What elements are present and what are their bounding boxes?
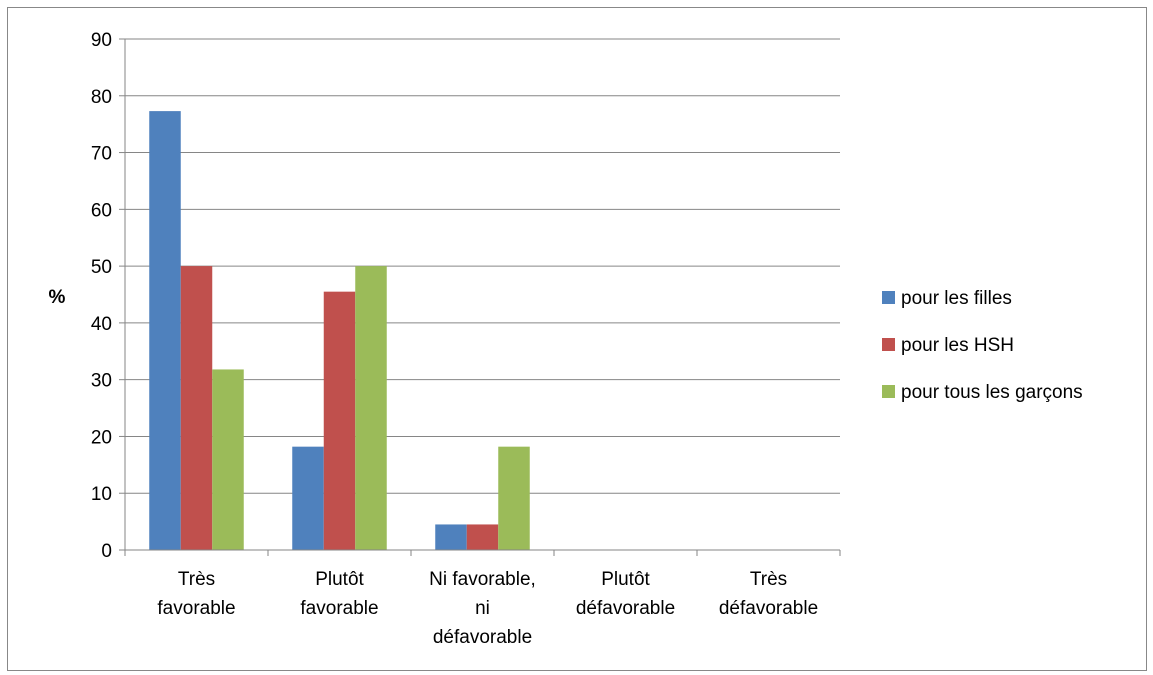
x-category-labels: Très favorable Plutôt favorable Ni favorable…	[157, 569, 818, 648]
x-category-label-line: défavorable	[719, 598, 818, 619]
y-tick-label: 50	[91, 257, 112, 278]
x-category-label: Très défavorable	[719, 569, 818, 619]
bar	[498, 446, 530, 550]
bar	[180, 266, 213, 550]
legend-label: pour tous les garçons	[901, 382, 1083, 403]
y-tick-label: 80	[91, 87, 112, 108]
bar	[355, 266, 387, 550]
x-category-label-line: défavorable	[576, 598, 675, 619]
x-category-label-line: Très	[750, 569, 787, 590]
y-tick-label: 20	[91, 427, 112, 448]
x-category-label-line: Plutôt	[315, 569, 364, 590]
bars	[149, 111, 530, 550]
bar	[292, 446, 324, 550]
y-tick-label: 30	[91, 371, 112, 392]
x-category-label-line: Plutôt	[601, 569, 650, 590]
x-category-label: Très favorable	[157, 569, 235, 619]
y-tick-label: 0	[101, 541, 112, 562]
legend-swatch	[882, 291, 895, 304]
gridlines	[119, 38, 840, 551]
bar	[212, 369, 244, 550]
y-tick-label: 40	[91, 314, 112, 335]
bar	[466, 524, 499, 550]
y-tick-label: 10	[91, 484, 112, 505]
axes	[124, 39, 841, 556]
x-category-label: Plutôt défavorable	[576, 569, 675, 619]
x-category-label-line: défavorable	[433, 627, 532, 648]
x-category-label-line: ni	[475, 598, 490, 619]
y-axis-label: %	[49, 287, 66, 308]
y-tick-label: 90	[91, 30, 112, 51]
x-category-label-line: favorable	[157, 598, 235, 619]
y-tick-labels: 0 10 20 30 40 50 60 70 80 90	[91, 30, 112, 562]
legend-swatch	[882, 385, 895, 398]
legend-label: pour les filles	[901, 288, 1012, 309]
bar	[149, 111, 181, 550]
legend-swatch	[882, 338, 895, 351]
x-category-label: Ni favorable, ni défavorable	[429, 569, 536, 648]
x-category-label-line: Ni favorable,	[429, 569, 536, 590]
bar	[323, 291, 356, 550]
x-category-label-line: favorable	[300, 598, 378, 619]
y-tick-label: 60	[91, 200, 112, 221]
y-tick-label: 70	[91, 144, 112, 165]
x-category-label: Plutôt favorable	[300, 569, 378, 619]
bar	[435, 524, 467, 550]
legend: pour les filles pour les HSH pour tous les…	[882, 288, 1083, 403]
x-category-label-line: Très	[178, 569, 215, 590]
legend-label: pour les HSH	[901, 335, 1014, 356]
